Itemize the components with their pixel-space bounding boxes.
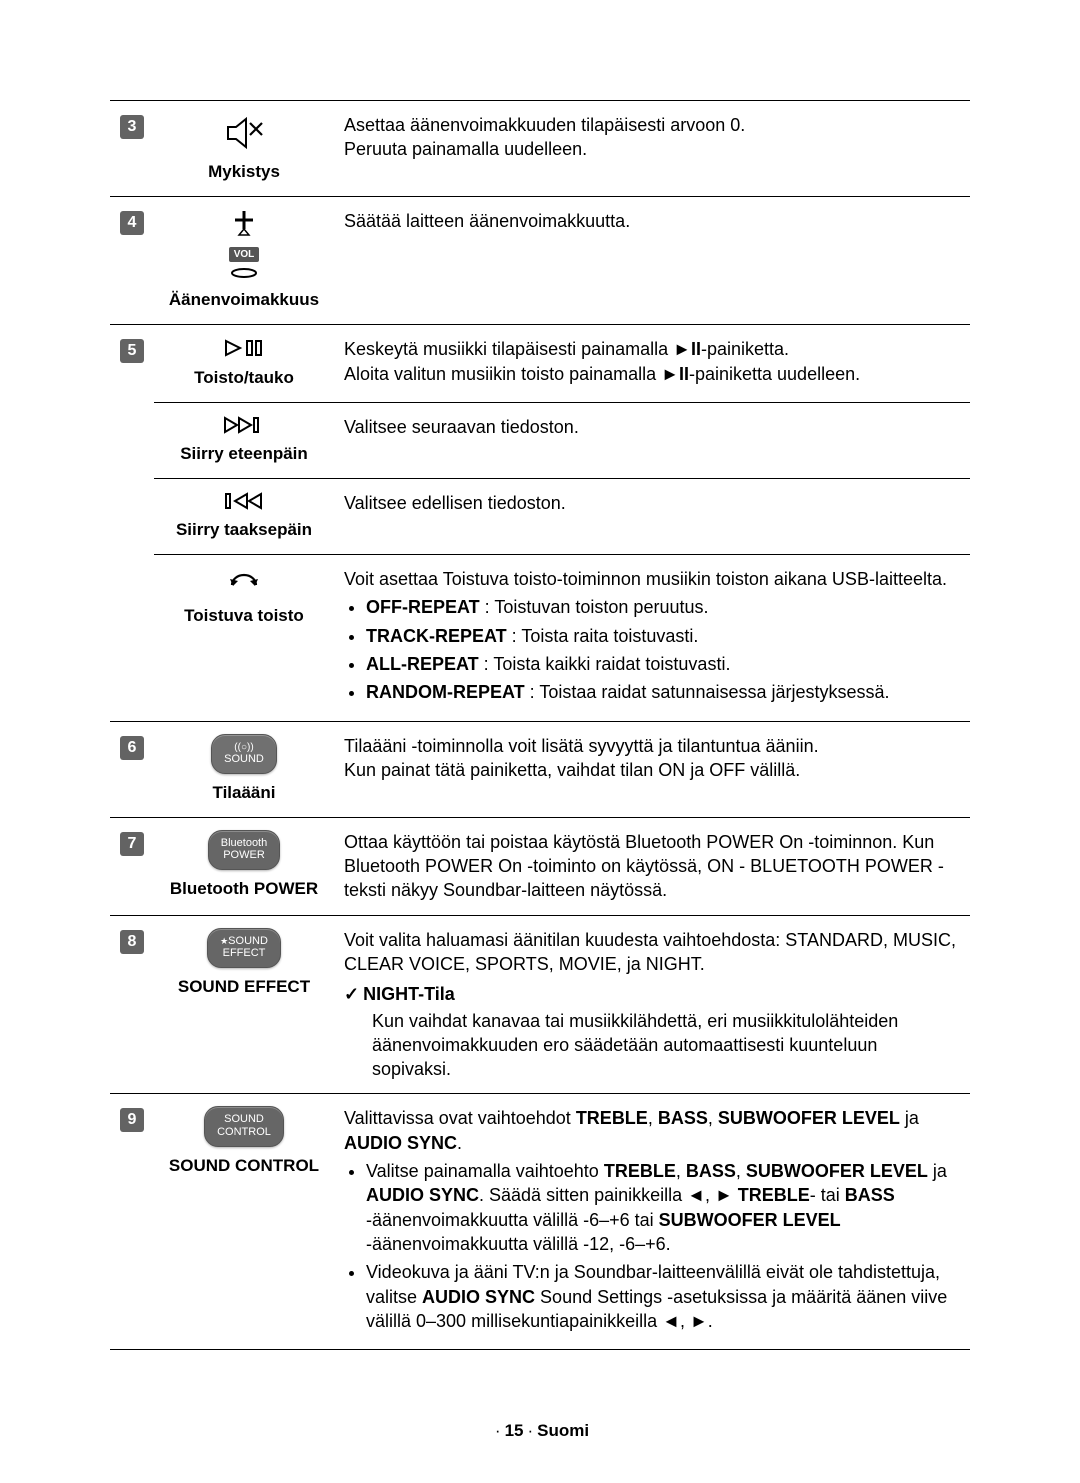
row-number: 9 (120, 1108, 144, 1132)
table-row: 3 Mykistys Asettaa äänenvoimakkuuden til… (110, 101, 970, 197)
table-row: 6 ((○)) SOUND Tilaääni Tilaääni -toiminn… (110, 721, 970, 817)
row-number: 7 (120, 832, 144, 856)
list-item: Valitse painamalla vaihtoehto TREBLE, BA… (366, 1159, 960, 1256)
volume-down-icon (227, 265, 261, 281)
row-number: 3 (120, 115, 144, 139)
surround-sound-label: Tilaääni (164, 782, 324, 805)
sound-control-button-icon: SOUNDCONTROL (204, 1106, 284, 1146)
row-number: 5 (120, 339, 144, 363)
play-pause-desc: Keskeytä musiikki tilapäisesti painamall… (334, 325, 970, 403)
surround-sound-desc: Tilaääni -toiminnolla voit lisätä syvyyt… (334, 721, 970, 817)
volume-desc: Säätää laitteen äänenvoimakkuutta. (334, 196, 970, 324)
skip-forward-desc: Valitsee seuraavan tiedoston. (334, 403, 970, 479)
table-row: Toistuva toisto Voit asettaa Toistuva to… (110, 555, 970, 721)
skip-forward-icon (221, 415, 267, 435)
repeat-icon (224, 567, 264, 597)
repeat-label: Toistuva toisto (164, 605, 324, 628)
skip-back-icon (221, 491, 267, 511)
table-row: Siirry taaksepäin Valitsee edellisen tie… (110, 479, 970, 555)
sound-control-label: SOUND CONTROL (164, 1155, 324, 1178)
repeat-desc: Voit asettaa Toistuva toisto-toiminnon m… (334, 555, 970, 721)
bluetooth-power-label: Bluetooth POWER (164, 878, 324, 901)
table-row: 8 ★SOUNDEFFECT SOUND EFFECT Voit valita … (110, 915, 970, 1094)
list-item: Videokuva ja ääni TV:n ja Soundbar-laitt… (366, 1260, 960, 1333)
row-number: 4 (120, 211, 144, 235)
skip-back-desc: Valitsee edellisen tiedoston. (334, 479, 970, 555)
table-row: 9 SOUNDCONTROL SOUND CONTROL Valittaviss… (110, 1094, 970, 1350)
sound-effect-desc: Voit valita haluamasi äänitilan kuudesta… (334, 915, 970, 1094)
surround-sound-button-icon: ((○)) SOUND (211, 734, 277, 774)
bluetooth-power-button-icon: BluetoothPOWER (208, 830, 280, 870)
volume-label: Äänenvoimakkuus (164, 289, 324, 312)
play-pause-icon (222, 337, 266, 359)
repeat-options-list: OFF-REPEAT : Toistuvan toiston peruutus.… (344, 595, 960, 704)
skip-back-label: Siirry taaksepäin (164, 519, 324, 542)
sound-control-desc: Valittavissa ovat vaihtoehdot TREBLE, BA… (334, 1094, 970, 1350)
table-row: 4 VOL Äänenvoimakkuus Säätää laitteen ää… (110, 196, 970, 324)
volume-up-icon (227, 209, 261, 237)
skip-forward-label: Siirry eteenpäin (164, 443, 324, 466)
bluetooth-power-desc: Ottaa käyttöön tai poistaa käytöstä Blue… (334, 817, 970, 915)
page-footer: ·15·Suomi (110, 1420, 970, 1443)
table-row: 5 Toisto/tauko Keskeytä musiikki tilapäi… (110, 325, 970, 403)
sound-effect-label: SOUND EFFECT (164, 976, 324, 999)
vol-badge: VOL (229, 247, 260, 263)
check-icon: ✓ (344, 984, 359, 1004)
mute-icon (222, 113, 266, 153)
mute-desc: Asettaa äänenvoimakkuuden tilapäisesti a… (334, 101, 970, 197)
table-row: Siirry eteenpäin Valitsee seuraavan tied… (110, 403, 970, 479)
mute-label: Mykistys (164, 161, 324, 184)
sound-effect-button-icon: ★SOUNDEFFECT (207, 928, 281, 968)
remote-function-table: 3 Mykistys Asettaa äänenvoimakkuuden til… (110, 100, 970, 1350)
row-number: 8 (120, 930, 144, 954)
row-number: 6 (120, 736, 144, 760)
play-pause-label: Toisto/tauko (164, 367, 324, 390)
table-row: 7 BluetoothPOWER Bluetooth POWER Ottaa k… (110, 817, 970, 915)
